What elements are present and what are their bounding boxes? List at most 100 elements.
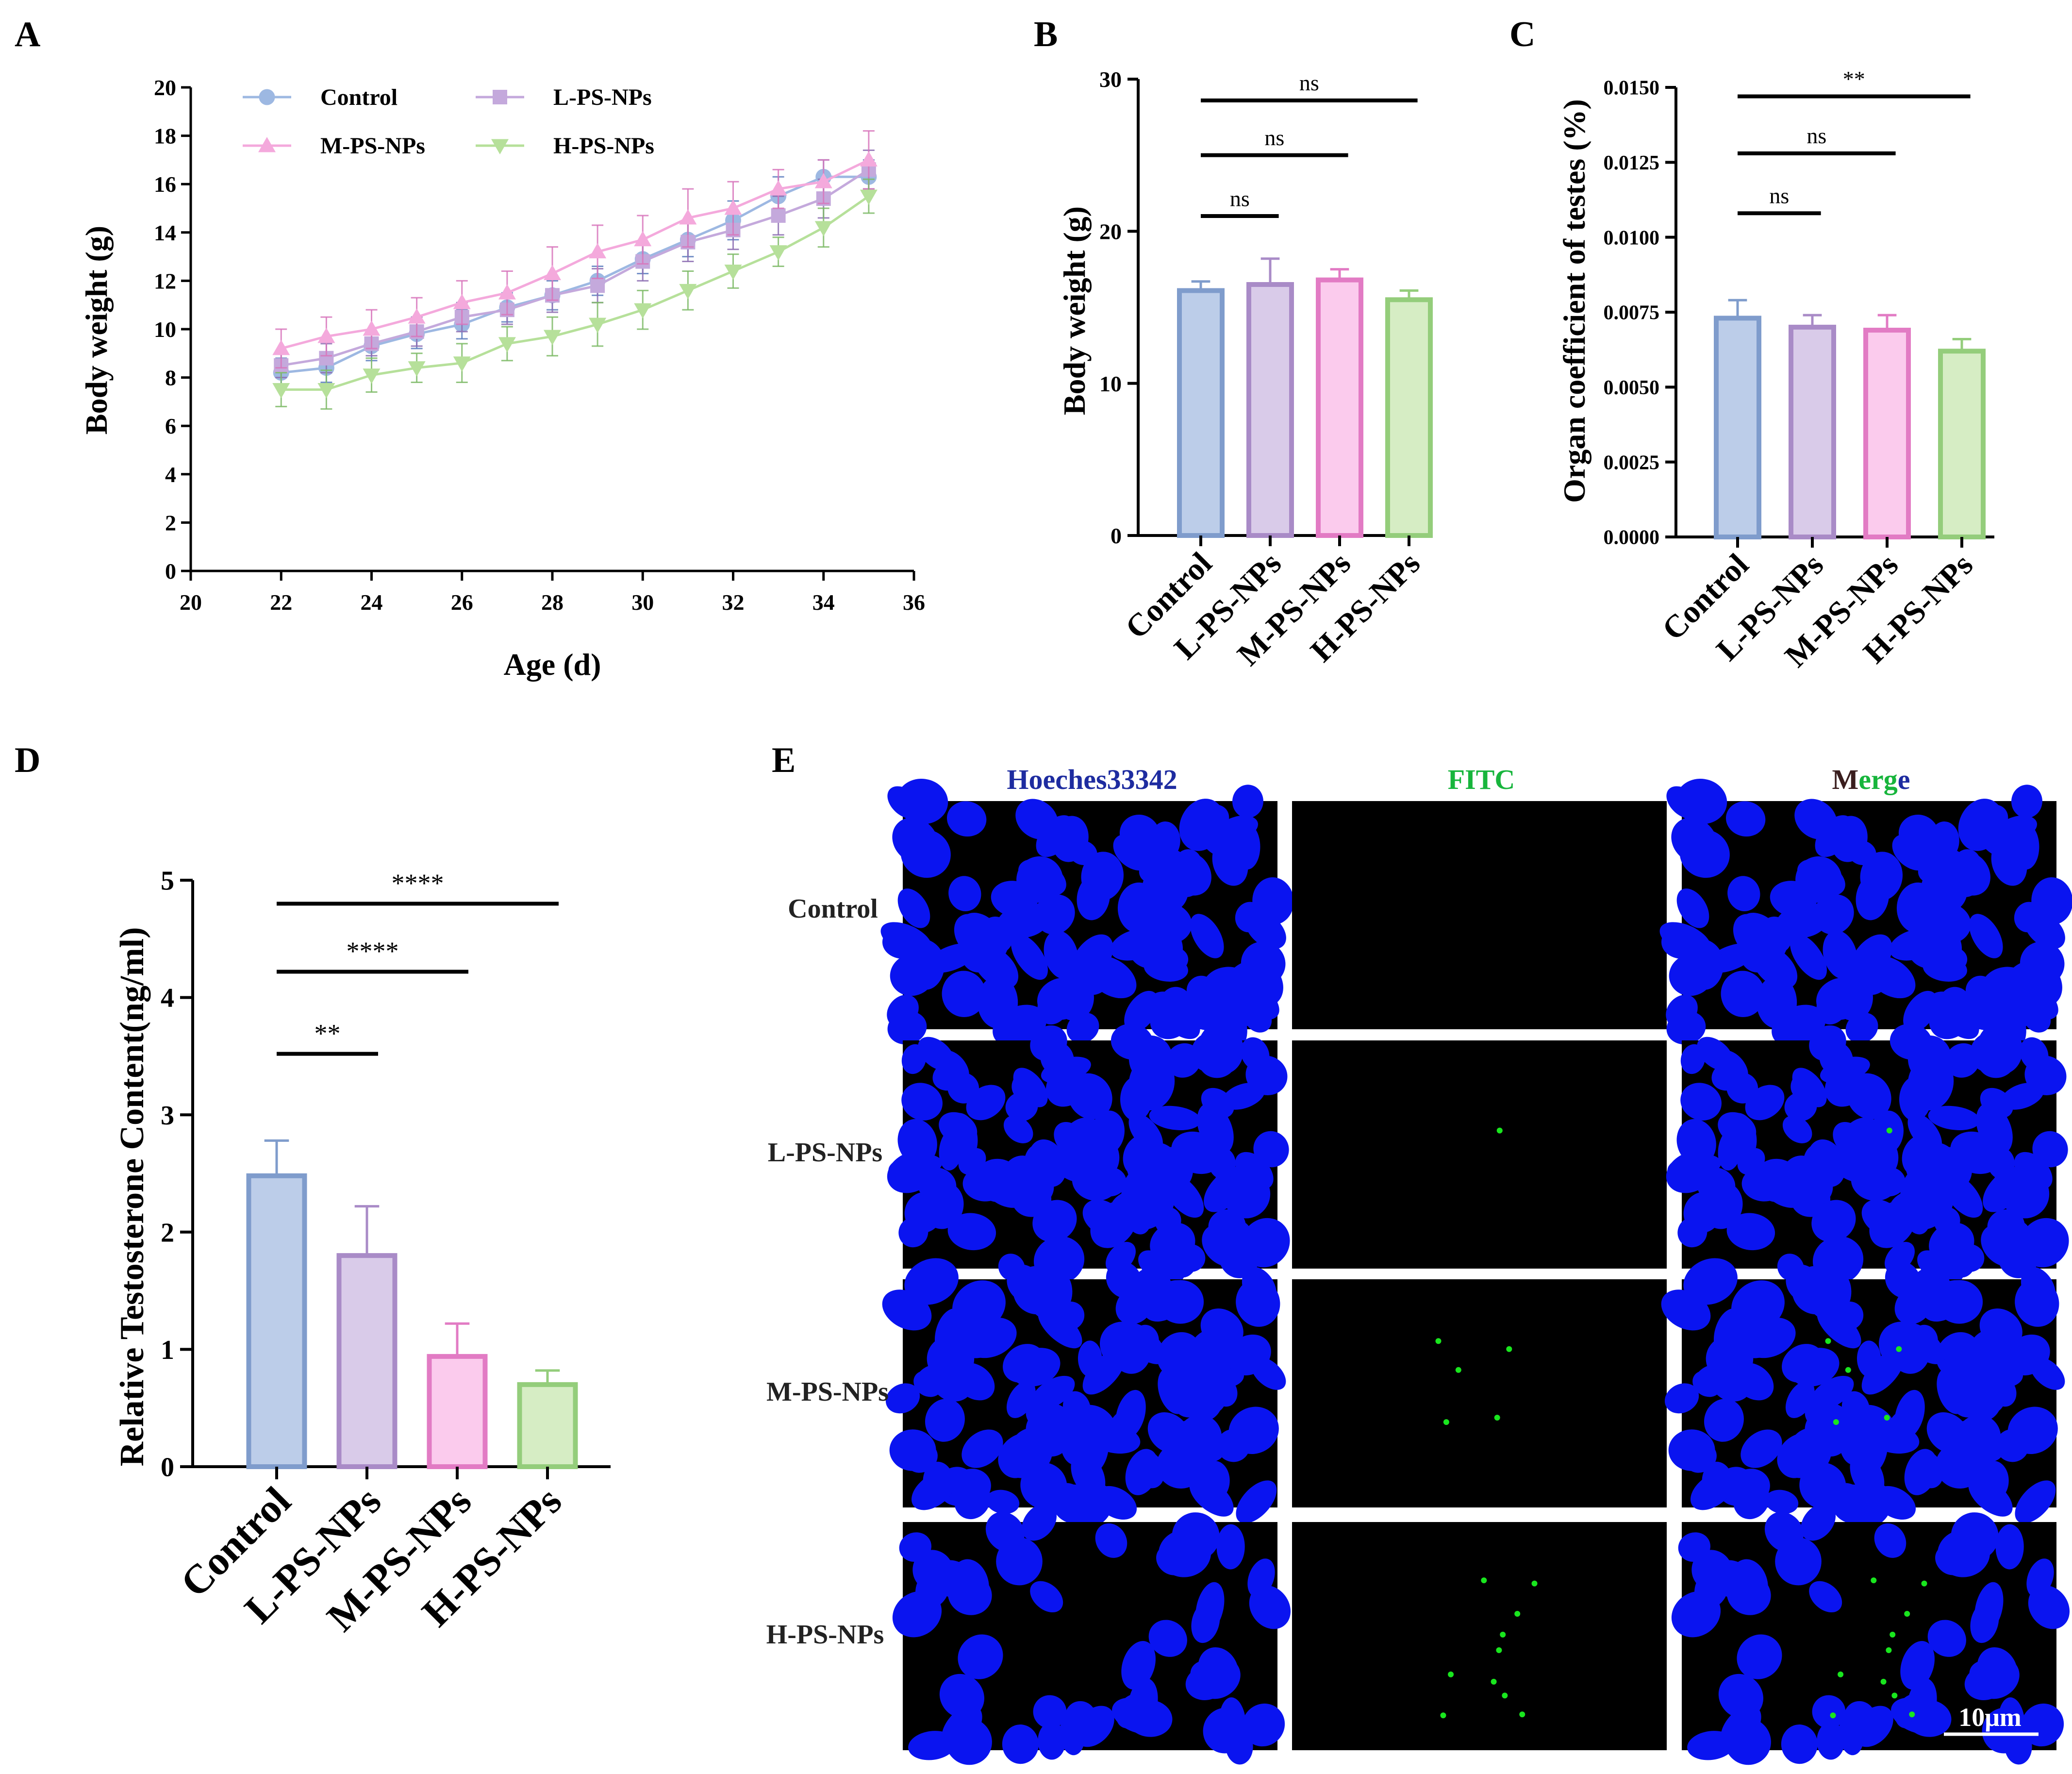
- nucleus: [1031, 1375, 1075, 1410]
- nucleus: [1745, 1085, 1785, 1121]
- micrograph-m-ps-nps-fitc: [1292, 1279, 1667, 1507]
- nucleus: [1845, 1012, 1878, 1043]
- nucleus: [1130, 1187, 1175, 1230]
- nucleus: [1904, 1449, 1938, 1495]
- nucleus: [1923, 955, 1967, 982]
- nucleus: [1079, 1135, 1120, 1180]
- fitc-particle: [1440, 1712, 1446, 1719]
- data-point: [317, 383, 335, 399]
- fitc-particle: [1830, 1712, 1836, 1719]
- y-tick-label: 0.0025: [1604, 452, 1660, 474]
- nucleus: [2032, 1131, 2068, 1168]
- nucleus: [1774, 906, 1813, 943]
- data-point: [769, 245, 787, 261]
- fitc-particle: [1531, 1580, 1538, 1587]
- nucleus: [1857, 1340, 1881, 1377]
- legend-label-h-ps-nps: H-PS-NPs: [553, 133, 654, 159]
- fitc-particle: [1871, 1577, 1877, 1584]
- series-h-ps-nps: [272, 178, 878, 410]
- nucleus: [901, 1044, 927, 1074]
- panel-a-y-tick-label: 14: [154, 220, 176, 245]
- fitc-particle: [1500, 1631, 1506, 1638]
- series-line-h-ps-nps: [281, 195, 870, 391]
- nucleus: [1721, 971, 1765, 1018]
- fitc-particle: [1496, 1647, 1502, 1653]
- nucleus: [995, 906, 1034, 943]
- fitc-particle: [1886, 1647, 1892, 1653]
- nucleus: [1149, 1105, 1201, 1130]
- nucleus: [1733, 1363, 1774, 1401]
- data-point: [272, 383, 290, 399]
- nucleus: [1811, 901, 1842, 927]
- nucleus: [1189, 1434, 1215, 1473]
- data-point: [769, 180, 787, 196]
- nucleus: [1128, 1035, 1173, 1083]
- nucleus: [1905, 1699, 1952, 1737]
- nucleus: [1792, 1068, 1827, 1107]
- nucleus: [1026, 1412, 1070, 1456]
- nucleus: [939, 1112, 978, 1145]
- nucleus: [1183, 1350, 1221, 1384]
- nucleus: [1236, 1480, 1277, 1523]
- nucleus: [1148, 1620, 1187, 1657]
- nucleus: [1252, 877, 1294, 925]
- fitc-particle: [1884, 1414, 1890, 1421]
- fitc-particle: [1891, 1692, 1898, 1699]
- nucleus: [1790, 934, 1827, 980]
- panel-a-x-tick-label: 28: [541, 590, 564, 615]
- nucleus: [1839, 1713, 1864, 1756]
- nucleus: [966, 1085, 1006, 1121]
- nucleus: [1858, 1135, 1899, 1180]
- nucleus: [1733, 1480, 1770, 1520]
- nucleus: [1981, 967, 2032, 1010]
- nucleus: [1198, 1023, 1244, 1075]
- nucleus: [1241, 1218, 1290, 1268]
- panel-label-a: A: [15, 15, 40, 54]
- y-tick-label: 0: [161, 1453, 174, 1483]
- fitc-particle: [1825, 1338, 1831, 1344]
- fitc-particle: [1481, 1577, 1487, 1584]
- panel-a-x-tick-label: 22: [270, 590, 292, 615]
- nucleus: [1899, 1076, 1932, 1121]
- nucleus: [1794, 799, 1838, 839]
- nucleus: [1909, 1187, 1954, 1230]
- nucleus: [1253, 1131, 1289, 1168]
- nucleus: [1202, 967, 1253, 1010]
- nucleus: [901, 1083, 943, 1121]
- nucleus: [1120, 1076, 1153, 1121]
- fitc-particle: [1496, 1127, 1503, 1134]
- nucleus: [1664, 1383, 1699, 1414]
- nucleus: [1015, 799, 1059, 839]
- nucleus: [1869, 1201, 1916, 1248]
- nucleus: [1765, 1181, 1805, 1208]
- nucleus: [938, 1050, 969, 1084]
- panel-b-y-axis-title: Body weight (g): [1057, 206, 1092, 415]
- nucleus: [1680, 1044, 1706, 1074]
- data-point: [724, 264, 742, 280]
- nucleus: [942, 971, 986, 1018]
- nucleus: [1077, 1340, 1102, 1377]
- y-tick-label: 10: [1099, 371, 1122, 396]
- nucleus: [1977, 1023, 2023, 1075]
- fitc-particle: [1909, 1711, 1915, 1718]
- nucleus: [1976, 1103, 2013, 1155]
- nucleus: [1969, 914, 2003, 958]
- bar-h-ps-nps: [517, 1382, 578, 1469]
- nucleus: [1032, 901, 1063, 927]
- nucleus: [2020, 941, 2065, 986]
- nucleus: [2015, 1279, 2059, 1327]
- nucleus: [1139, 849, 1185, 884]
- nucleus: [1190, 1660, 1229, 1694]
- nucleus: [1671, 1591, 1721, 1638]
- nucleus: [1727, 876, 1760, 911]
- significance-label: ns: [1299, 70, 1319, 95]
- data-point: [771, 208, 786, 223]
- fitc-particle: [1514, 1611, 1521, 1617]
- nucleus: [947, 1573, 992, 1615]
- data-point: [679, 284, 697, 300]
- nucleus: [1172, 1512, 1220, 1560]
- nucleus: [1066, 1012, 1099, 1043]
- bar-control: [1177, 288, 1225, 538]
- nucleus: [1232, 785, 1263, 818]
